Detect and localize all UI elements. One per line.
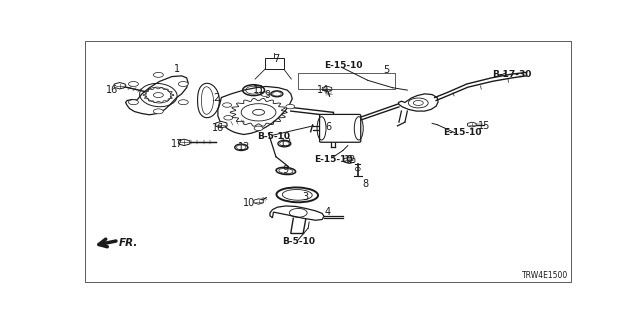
Circle shape (254, 126, 263, 131)
Polygon shape (125, 76, 188, 115)
Polygon shape (114, 83, 125, 89)
Polygon shape (323, 86, 332, 92)
Circle shape (129, 82, 138, 86)
Text: 4: 4 (325, 207, 331, 217)
Text: 5: 5 (383, 65, 390, 76)
Text: E-15-10: E-15-10 (314, 155, 352, 164)
Polygon shape (265, 58, 284, 69)
Circle shape (286, 104, 294, 109)
Polygon shape (270, 206, 324, 220)
Text: 8: 8 (362, 179, 368, 189)
Circle shape (260, 92, 269, 96)
Text: 12: 12 (344, 156, 356, 165)
Circle shape (129, 100, 138, 105)
FancyBboxPatch shape (319, 115, 361, 142)
Polygon shape (218, 86, 292, 134)
Polygon shape (344, 157, 355, 164)
Text: 7: 7 (273, 54, 279, 64)
Text: B-17-30: B-17-30 (492, 70, 531, 79)
Text: TRW4E1500: TRW4E1500 (522, 271, 568, 280)
Text: 1: 1 (173, 64, 180, 74)
Text: 16: 16 (106, 85, 118, 95)
Circle shape (224, 116, 233, 120)
Text: 2: 2 (213, 92, 220, 102)
Text: 16: 16 (212, 123, 224, 133)
Text: 11: 11 (253, 85, 266, 95)
Polygon shape (216, 121, 227, 128)
Text: B-5-10: B-5-10 (257, 132, 290, 141)
Text: B-5-10: B-5-10 (282, 237, 315, 246)
Circle shape (179, 82, 188, 86)
Polygon shape (254, 199, 263, 204)
Text: 10: 10 (243, 198, 255, 209)
Text: E-15-10: E-15-10 (324, 61, 362, 70)
Text: 13: 13 (237, 142, 250, 152)
Text: 17: 17 (170, 139, 183, 149)
Text: 6: 6 (325, 122, 331, 132)
Text: 13: 13 (280, 138, 292, 148)
Circle shape (154, 72, 163, 77)
Polygon shape (399, 94, 438, 111)
Text: E-15-10: E-15-10 (443, 128, 481, 137)
Text: 3: 3 (303, 192, 308, 202)
Polygon shape (179, 139, 189, 146)
Circle shape (179, 100, 188, 105)
Text: 9: 9 (264, 90, 271, 100)
Text: 15: 15 (478, 121, 490, 131)
Polygon shape (468, 122, 476, 127)
Text: 14: 14 (317, 85, 329, 95)
Circle shape (154, 109, 163, 114)
Text: FR.: FR. (119, 238, 138, 248)
Text: 9: 9 (283, 165, 289, 175)
Circle shape (223, 103, 232, 107)
